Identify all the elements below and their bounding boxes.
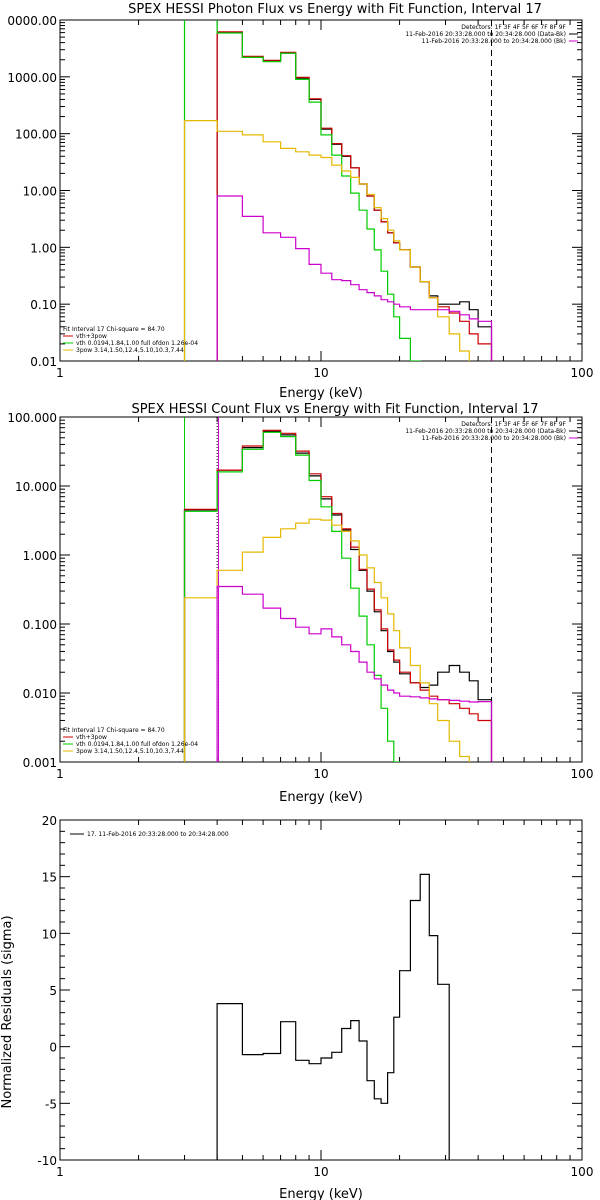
y-tick-label: 100.00: [15, 128, 57, 142]
y-tick-label: 10: [42, 927, 57, 941]
plot-area: [183, 20, 493, 361]
x-tick-label: 10: [313, 366, 328, 380]
photon-flux-xlabel: Energy (keV): [279, 386, 363, 401]
header-legend-text: 11-Feb-2016 20:33:28.000 to 20:34:28.000…: [405, 428, 566, 435]
residuals-xlabel: Energy (keV): [279, 1187, 363, 1200]
x-tick-label: 10: [313, 1165, 328, 1179]
fit-legend-text: vth+3pow: [76, 734, 107, 741]
series-4-histogram: [183, 518, 493, 762]
x-tick-label: 100: [571, 767, 594, 781]
fit-legend-text: Fit Interval 17 Chi-square = 84.70: [63, 727, 165, 734]
series-4-histogram: [183, 120, 493, 361]
header-legend-text: 11-Feb-2016 20:33:28.000 to 20:34:28.000…: [405, 31, 566, 38]
x-tick-label: 10: [313, 767, 328, 781]
panel-2: 1 10 100 0.001 0.010 0.100 1.000 10.000 100.000 D…: [7, 411, 594, 781]
y-tick-label: 1.000: [23, 549, 57, 563]
y-tick-label: 15: [42, 871, 57, 885]
y-tick-label: 0000.00: [7, 14, 57, 28]
y-tick-label: 0.001: [23, 756, 57, 770]
fit-legend-text: 3pow 3.14,1.50,12.4,5.10,10.3,7.44: [76, 347, 184, 354]
fit-legend-text: vth 0.0194,1.84,1.00 full ofdon 1.26e-04: [76, 340, 198, 347]
x-tick-label: 1: [56, 1165, 64, 1179]
fit-legend-text: 3pow 3.14,1.50,12.4,5.10,10.3,7.44: [76, 748, 184, 755]
series-5-histogram: [216, 585, 493, 762]
fit-legend-text: vth 0.0194,1.84,1.00 full ofdon 1.26e-04: [76, 741, 198, 748]
plot-area: [183, 417, 493, 762]
photon-flux-title: SPEX HESSI Photon Flux vs Energy with Fi…: [128, 2, 542, 17]
y-tick-label: -5: [45, 1097, 57, 1111]
fit-legend-text: Fit Interval 17 Chi-square = 84.70: [63, 326, 165, 333]
fit-legend-text: vth+3pow: [76, 333, 107, 340]
y-tick-label: 1000.00: [7, 71, 57, 85]
x-tick-label: 100: [571, 366, 594, 380]
series-5-histogram: [216, 195, 493, 361]
panel-3: 1 10 100 -10 -5 0 5 10 15 20 17. 11-Feb-2016 20:33…: [37, 814, 593, 1179]
series-3-histogram: [183, 20, 439, 361]
y-tick-label: -10: [37, 1154, 57, 1168]
residuals-ylabel: Normalized Residuals (sigma): [0, 915, 15, 1108]
y-tick-label: 20: [42, 814, 57, 828]
y-tick-label: 1.00: [30, 241, 57, 255]
y-tick-label: 10.000: [15, 480, 57, 494]
plot-area: [216, 873, 450, 1160]
x-tick-label: 100: [571, 1165, 594, 1179]
header-legend-text: Detectors: 1F 3F 4F 5F 6F 7F 8F 9F: [461, 24, 566, 31]
x-tick-label: 1: [56, 767, 64, 781]
legend-text: 17. 11-Feb-2016 20:33:28.000 to 20:34:28…: [87, 831, 229, 838]
y-tick-label: 0.010: [23, 687, 57, 701]
y-tick-label: 0.01: [30, 355, 57, 369]
y-tick-label: 0.100: [23, 618, 57, 632]
y-tick-label: 10.00: [23, 185, 57, 199]
panel-1: 1 10 100 0.01 0.10 1.00 10.00 100.00 1000.00 0000…: [7, 14, 594, 380]
header-legend-text: 11-Feb-2016 20:33:28.000 to 20:34:28.000…: [422, 435, 566, 442]
count-flux-xlabel: Energy (keV): [279, 790, 363, 805]
x-tick-label: 1: [56, 366, 64, 380]
header-legend-text: 11-Feb-2016 20:33:28.000 to 20:34:28.000…: [422, 38, 566, 45]
y-tick-label: 0.10: [30, 298, 57, 312]
series-1-histogram: [216, 873, 450, 1160]
y-tick-label: 100.000: [7, 411, 57, 425]
y-tick-label: 5: [49, 984, 57, 998]
y-tick-label: 0: [49, 1041, 57, 1055]
series-3-histogram: [183, 431, 411, 762]
count-flux-title: SPEX HESSI Count Flux vs Energy with Fit…: [131, 402, 538, 417]
header-legend-text: Detectors: 1F 3F 4F 5F 6F 7F 8F 9F: [461, 421, 566, 428]
